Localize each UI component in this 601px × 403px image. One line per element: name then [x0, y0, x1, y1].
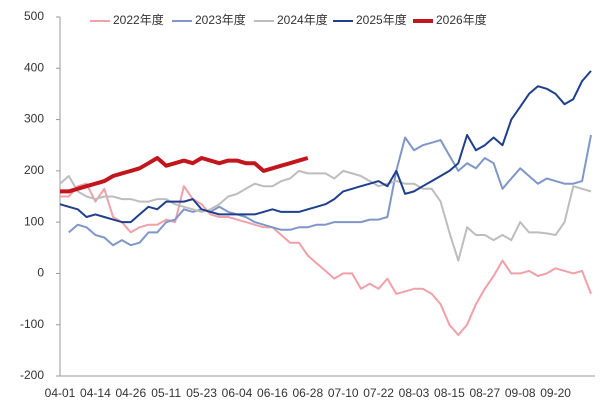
series-line [60, 156, 309, 194]
y-tick-label: -100 [20, 317, 44, 331]
y-tick-label: 0 [37, 266, 44, 280]
x-tick-label: 07-22 [363, 386, 394, 400]
legend-label: 2023年度 [195, 12, 246, 27]
y-tick-label: 100 [24, 214, 44, 228]
x-tick-label: 06-04 [222, 386, 253, 400]
series-line [68, 134, 592, 247]
x-tick-label: 04-26 [115, 386, 146, 400]
y-tick-label: 300 [24, 112, 44, 126]
legend-label: 2022年度 [113, 12, 164, 27]
x-tick-label: 09-20 [540, 386, 571, 400]
y-tick-label: 500 [24, 9, 44, 23]
x-tick-label: 05-23 [186, 386, 217, 400]
series-line [59, 70, 592, 224]
legend-label: 2024年度 [277, 12, 328, 27]
y-tick-label: 400 [24, 60, 44, 74]
series-line [60, 182, 592, 336]
legend-label: 2025年度 [356, 12, 407, 27]
x-tick-label: 06-28 [292, 386, 323, 400]
series-line [59, 169, 592, 262]
x-tick-label: 06-16 [257, 386, 288, 400]
x-tick-label: 09-08 [505, 386, 536, 400]
x-tick-label: 04-01 [45, 386, 76, 400]
x-tick-label: 08-15 [434, 386, 465, 400]
y-tick-label: -200 [20, 368, 44, 382]
x-tick-label: 05-11 [151, 386, 181, 400]
legend-label: 2026年度 [436, 12, 487, 27]
x-tick-label: 04-14 [80, 386, 111, 400]
x-tick-label: 07-10 [328, 386, 359, 400]
x-tick-label: 08-03 [399, 386, 430, 400]
x-tick-label: 08-27 [469, 386, 500, 400]
y-tick-label: 200 [24, 163, 44, 177]
